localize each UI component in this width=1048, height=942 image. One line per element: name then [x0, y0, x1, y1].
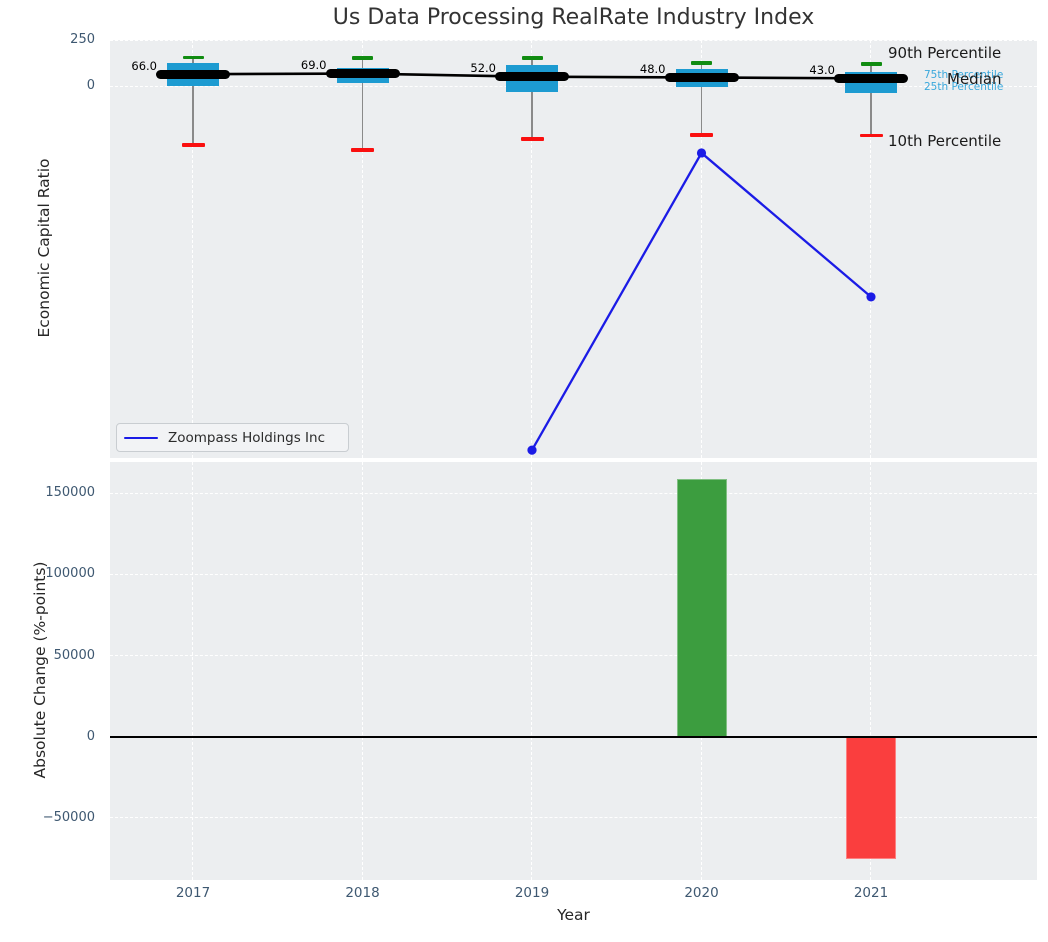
grid-line-h: [110, 817, 1037, 819]
grid-line-h: [110, 654, 1037, 656]
grid-line-h: [110, 39, 1037, 41]
grid-line-h: [110, 573, 1037, 575]
y-tick-label: 100000: [45, 566, 95, 582]
median-value-label-2018: 69.0: [300, 58, 327, 73]
annotation-25th-percentile: 25th Percentile: [924, 81, 1004, 93]
grid-line-v: [192, 40, 194, 458]
cap-90th-2018: [352, 56, 373, 60]
cap-90th-2020: [691, 61, 712, 65]
top-y-axis-label: Economic Capital Ratio: [35, 158, 53, 338]
chart-title: Us Data Processing RealRate Industry Ind…: [332, 5, 815, 30]
bar-2020: [676, 479, 727, 737]
x-tick-label: 2017: [175, 885, 211, 901]
whisker-2017: [192, 57, 194, 145]
annotation-75th-percentile: 75th Percentile: [924, 69, 1004, 81]
y-tick-label: 0: [86, 78, 95, 94]
cap-10th-2017: [181, 143, 205, 147]
cap-90th-2017: [182, 55, 204, 60]
whisker-2018: [361, 57, 364, 150]
grid-line-v: [531, 462, 533, 880]
grid-line-h: [110, 492, 1037, 494]
cap-90th-2019: [521, 56, 543, 60]
bottom-plot-area: [110, 462, 1037, 880]
median-bar-2017: [156, 69, 230, 79]
y-tick-label: 0: [86, 728, 95, 744]
median-bar-2019: [495, 72, 569, 82]
cap-10th-2018: [351, 148, 374, 152]
y-tick-label: −50000: [42, 809, 95, 825]
median-value-label-2019: 52.0: [470, 61, 496, 76]
median-bar-2020: [664, 72, 739, 82]
grid-line-v: [361, 40, 363, 458]
cap-10th-2019: [520, 137, 544, 141]
y-tick-label: 150000: [45, 485, 95, 501]
x-tick-label: 2020: [684, 885, 719, 901]
x-axis-label: Year: [557, 906, 590, 924]
grid-line-h: [110, 85, 1037, 87]
grid-line-v: [870, 462, 872, 880]
cap-90th-2021: [860, 62, 882, 66]
grid-line-v: [192, 462, 194, 880]
x-tick-label: 2018: [345, 885, 380, 901]
median-value-label-2021: 43.0: [809, 62, 835, 77]
top-plot-area: 66.0 69.0 52.0 48.0 43.0: [110, 39, 1037, 458]
x-tick-label: 2019: [514, 885, 550, 901]
legend-line-sample: [124, 436, 158, 439]
median-bar-2021: [834, 73, 908, 83]
annotation-median: Median: [947, 70, 1002, 88]
whisker-2019: [531, 57, 533, 139]
zero-line: [110, 735, 1037, 738]
bottom-y-axis-label: Absolute Change (%-points): [31, 561, 49, 779]
whisker-2020: [700, 62, 703, 135]
median-value-label-2020: 48.0: [639, 61, 666, 76]
median-bar-2018: [325, 69, 400, 79]
y-tick-label: 50000: [53, 647, 95, 663]
x-tick-label: 2021: [853, 885, 889, 901]
bar-2021: [846, 736, 896, 860]
y-tick-label: 250: [70, 32, 95, 48]
annotation-90th-percentile: 90th Percentile: [888, 44, 1002, 62]
median-value-label-2017: 66.0: [131, 58, 157, 73]
annotation-10th-percentile: 10th Percentile: [888, 132, 1002, 150]
legend: Zoompass Holdings Inc: [116, 423, 349, 452]
cap-10th-2020: [690, 133, 713, 137]
whisker-2021: [870, 64, 872, 136]
cap-10th-2021: [859, 133, 883, 138]
legend-label: Zoompass Holdings Inc: [168, 429, 326, 446]
grid-line-v: [361, 462, 363, 880]
